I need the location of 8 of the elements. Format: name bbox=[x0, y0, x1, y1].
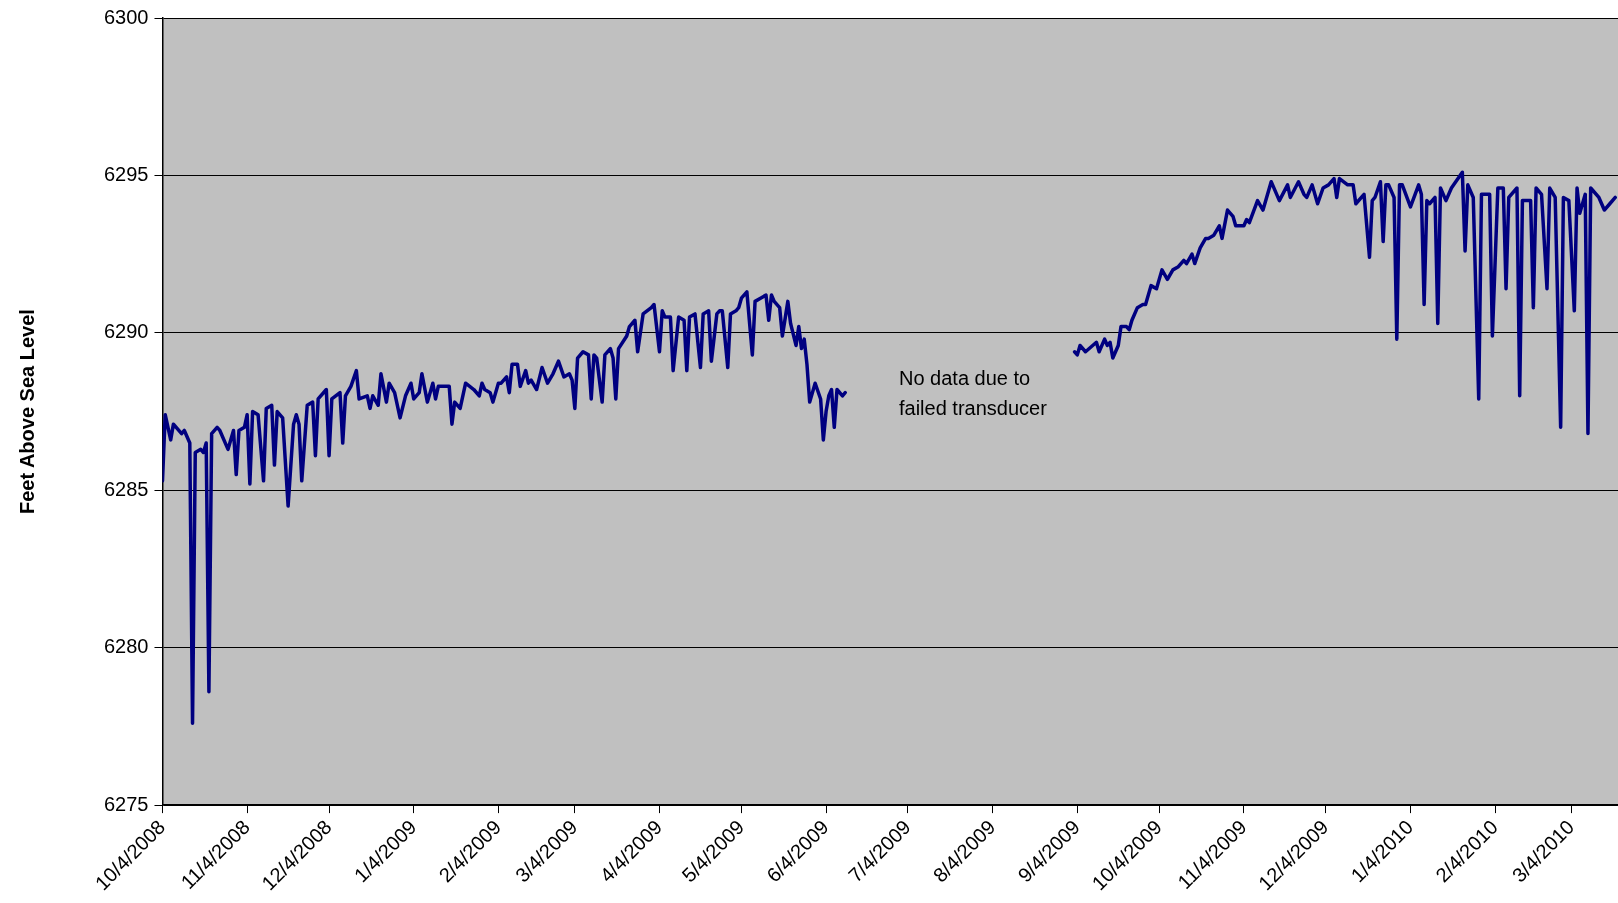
y-tick-label: 6280 bbox=[103, 635, 149, 658]
y-tick-label: 6295 bbox=[103, 162, 149, 185]
y-tick-label: 6290 bbox=[103, 320, 149, 343]
y-axis-title: Feet Above Sea Level bbox=[15, 309, 38, 515]
y-tick-label: 6275 bbox=[103, 792, 149, 815]
y-tick-label: 6300 bbox=[103, 5, 149, 28]
y-tick-label: 6285 bbox=[103, 477, 149, 500]
annotation: No data due to failed transducer bbox=[898, 366, 1048, 419]
